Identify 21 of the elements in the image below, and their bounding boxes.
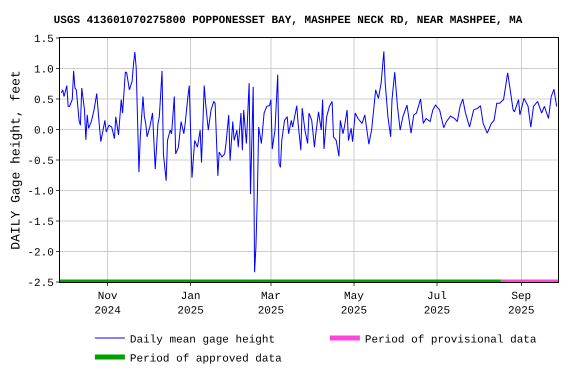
line-series xyxy=(60,50,558,273)
chart-title: USGS 413601070275800 POPPONESSET BAY, MASHPEE NECK RD, NEAR MASHPEE, MA xyxy=(54,15,523,28)
legend-label: Period of provisional data xyxy=(364,334,537,346)
x-tick-label: Nov 2024 xyxy=(94,291,122,318)
y-tick-label: 0.5 xyxy=(34,94,54,107)
y-tick-label: 1.5 xyxy=(34,34,54,46)
y-tick-label: -1.0 xyxy=(27,186,54,198)
y-tick-label: -1.5 xyxy=(27,216,54,229)
y-tick-label: -2.0 xyxy=(27,247,54,260)
y-axis-title: DAILY Gage height, feet xyxy=(8,70,24,250)
x-tick-label: Jan 2025 xyxy=(177,291,204,318)
x-tick-label: Sep 2025 xyxy=(508,291,534,318)
y-tick-label: -2.5 xyxy=(27,278,54,290)
y-tick-label: 0.0 xyxy=(34,125,54,138)
y-tick-label: 1.0 xyxy=(34,64,54,76)
y-tick-label: -0.5 xyxy=(27,156,54,168)
legend-label: Period of approved data xyxy=(130,353,282,366)
x-tick-label: Jul 2025 xyxy=(424,291,450,318)
legend-label: Daily mean gage height xyxy=(130,334,276,346)
x-tick-label: May 2025 xyxy=(340,291,368,318)
x-tick-label: Mar 2025 xyxy=(258,291,284,318)
